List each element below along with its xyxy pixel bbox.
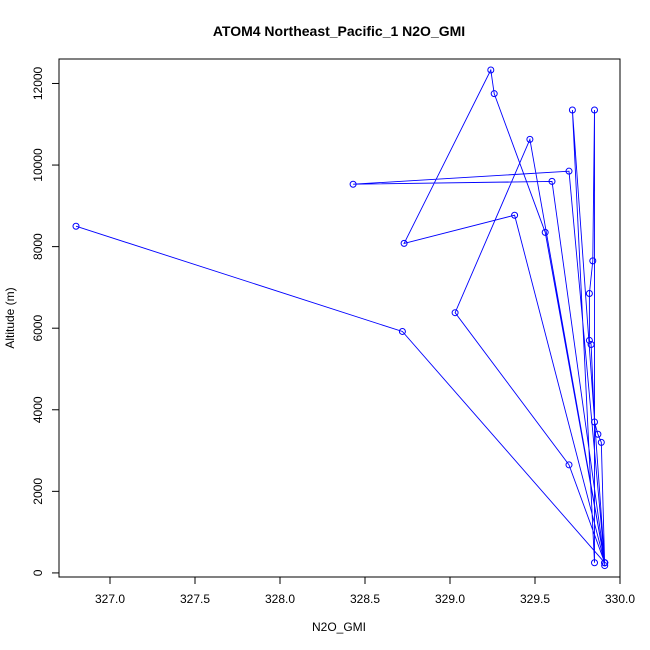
- data-point: [585, 290, 593, 298]
- data-point: [548, 177, 556, 185]
- data-point: [591, 106, 598, 114]
- y-axis-label: Altitude (m): [3, 287, 17, 348]
- y-tick-label: 8000: [31, 233, 45, 260]
- y-tick-label: 0: [31, 569, 45, 576]
- data-point: [349, 180, 357, 188]
- data-point: [589, 257, 597, 265]
- data-point: [541, 228, 549, 236]
- data-point: [591, 559, 598, 567]
- x-tick-label: 327.0: [95, 592, 125, 606]
- data-point: [72, 222, 80, 230]
- data-point: [565, 461, 573, 469]
- x-axis: 327.0 327.5 328.0 328.5 329.0 329.5 330.0: [95, 576, 635, 606]
- data-point: [568, 106, 576, 114]
- x-tick-label: 330.0: [605, 592, 635, 606]
- y-tick-label: 4000: [31, 396, 45, 423]
- data-point: [511, 211, 519, 219]
- x-tick-label: 328.5: [350, 592, 380, 606]
- data-point: [451, 309, 459, 317]
- y-tick-label: 2000: [31, 478, 45, 505]
- data-point: [487, 66, 495, 74]
- data-point: [587, 341, 595, 349]
- plot-frame: [58, 58, 621, 578]
- data-point: [585, 336, 593, 344]
- data-point: [597, 438, 605, 446]
- x-tick-label: 327.5: [180, 592, 210, 606]
- y-tick-label: 10000: [31, 148, 45, 182]
- data-point: [490, 90, 498, 98]
- data-point: [526, 135, 534, 143]
- series-line: [75, 68, 606, 566]
- x-axis-label: N2O_GMI: [312, 620, 366, 634]
- data-point: [565, 167, 573, 175]
- x-tick-label: 329.0: [435, 592, 465, 606]
- data-point: [594, 430, 602, 438]
- data-point: [591, 418, 598, 426]
- y-axis: 0 2000 4000 6000 8000 10000 12000: [31, 66, 60, 576]
- y-tick-label: 12000: [31, 66, 45, 100]
- x-tick-label: 329.5: [520, 592, 550, 606]
- x-tick-label: 328.0: [265, 592, 295, 606]
- data-point: [601, 559, 609, 567]
- y-tick-label: 6000: [31, 315, 45, 342]
- data-point: [398, 327, 406, 335]
- data-point: [601, 562, 609, 570]
- plot-area: [72, 66, 609, 570]
- chart-title: ATOM4 Northeast_Pacific_1 N2O_GMI: [213, 23, 465, 39]
- data-point: [400, 239, 408, 247]
